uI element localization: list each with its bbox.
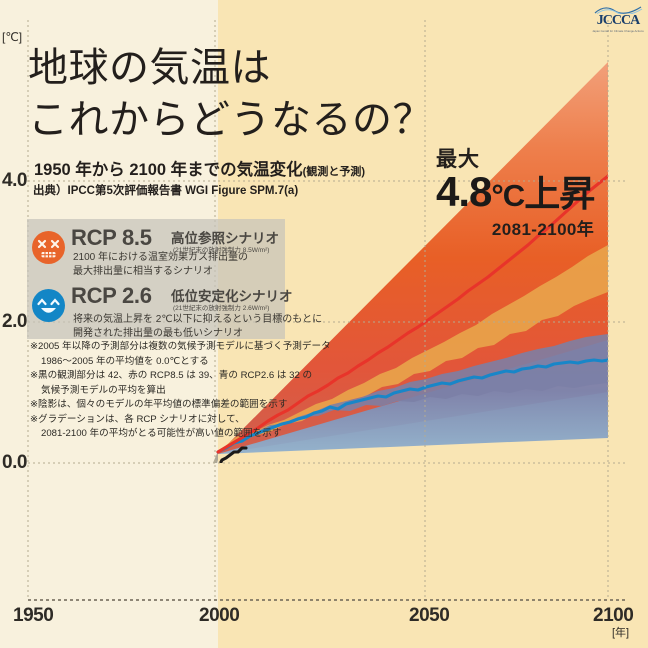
legend-card-rcp26[interactable]: RCP 2.6 低位安定化シナリオ (21世紀末の放射強制力 2.6W/m²) … (27, 277, 322, 339)
logo-swoosh-icon (594, 6, 643, 14)
legend-scenario-rcp26: 低位安定化シナリオ (171, 289, 293, 304)
legend-description-rcp26: 将来の気温上昇を 2℃以下に抑えるという目標のもとに 開発された排出量の最も低い… (73, 313, 322, 340)
rcp85-line (216, 174, 608, 454)
rcp85-stddev-band (218, 245, 608, 452)
callout-rise-label: 上昇 (524, 173, 595, 214)
x-tick-2050: 2050 (409, 605, 450, 626)
y-tick-0: 0.0 (2, 452, 27, 473)
footnote-3: ※黒の観測部分は 42、赤の RCP8.5 は 39、青の RCP2.6 は 3… (30, 370, 313, 382)
chart-source: 出典）IPCC第5次評価報告書 WGI Figure SPM.7(a) (33, 185, 299, 197)
legend-desc-rcp85-line2: 最大排出量に相当するシナリオ (73, 265, 213, 277)
legend-code-rcp26: RCP 2.6 (71, 283, 152, 308)
rcp26-stddev-band (218, 334, 608, 451)
chart-footnotes: ※2005 年以降の予測部分は複数の気候予測モデルに基づく予測データ 1986～… (30, 340, 331, 442)
footnote-1: ※2005 年以降の予測部分は複数の気候予測モデルに基づく予測データ (30, 341, 331, 352)
logo-wordmark: JCCCA (596, 13, 640, 28)
legend-desc-rcp26-line2: 開発された排出量の最も低いシナリオ (73, 327, 243, 339)
logo-subtitle: Japan Center for Climate Change Actions (592, 29, 644, 33)
legend-desc-rcp26-line1: 将来の気温上昇を 2℃以下に抑えるという目標のもとに (73, 314, 323, 325)
legend-card-rcp85[interactable]: RCP 8.5 高位参照シナリオ (21世紀末の放射強制力 8.5W/m²) 2… (27, 219, 285, 277)
chart-subtitle-paren: (観測と予測) (302, 166, 365, 178)
page-title-line2: これからどうなるの？ (28, 98, 433, 142)
chart-subtitle: 1950 年から 2100 年までの気温変化(観測と予測) (34, 156, 365, 180)
page-title-line1: 地球の気温は (28, 46, 271, 90)
callout-value: 4.8 (436, 168, 492, 215)
legend-description-rcp85: 2100 年における温室効果ガス排出量の 最大排出量に相当するシナリオ (73, 251, 248, 278)
y-tick-2: 2.0 (2, 311, 27, 332)
callout-period: 2081-2100年 (491, 219, 595, 239)
callout-keyword: 最大 (436, 148, 480, 171)
legend-scenario-rcp85: 高位参照シナリオ (171, 231, 279, 246)
x-axis-unit-label: [年] (612, 627, 630, 639)
rcp26-line (216, 358, 608, 454)
page-title: 地球の気温は これからどうなるの？ (28, 42, 433, 146)
y-axis-unit-label: [℃] (2, 30, 23, 44)
footnote-4: 気候予測モデルの平均を算出 (41, 384, 166, 396)
rcp85-gradient-cone (218, 62, 608, 454)
callout-degree-unit: °C (491, 178, 525, 213)
footnote-5: ※陰影は、個々のモデルの年平均値の標準偏差の範囲を示す (30, 399, 288, 411)
observed-line (218, 446, 248, 463)
x-tick-2100: 2100 (593, 605, 634, 626)
legend-desc-rcp85-line1: 2100 年における温室効果ガス排出量の (73, 252, 249, 263)
x-tick-2000: 2000 (199, 605, 240, 626)
x-tick-1950: 1950 (13, 605, 54, 626)
jccca-logo[interactable]: JCCCA Japan Center for Climate Change Ac… (592, 5, 644, 33)
footnote-2: 1986～2005 年の平均値を 0.0℃とする (41, 355, 209, 367)
smiling-face-icon (32, 289, 65, 322)
max-increase-callout: 最大 4.8°C上昇 2081-2100年 (436, 143, 595, 240)
legend-forcing-rcp26: (21世紀末の放射強制力 2.6W/m²) (173, 305, 270, 312)
legend-forcing-rcp85: (21世紀末の放射強制力 8.5W/m²) (173, 247, 270, 254)
callout-value-group: 4.8°C上昇 (436, 168, 595, 215)
footnote-7: 2081-2100 年の平均がとる可能性が高い値の範囲を示す (41, 428, 282, 440)
chart-subtitle-main: 1950 年から 2100 年までの気温変化 (34, 161, 303, 179)
footnote-6: ※グラデーションは、各 RCP シナリオに対して、 (30, 413, 245, 425)
legend-code-rcp85: RCP 8.5 (71, 225, 152, 250)
y-tick-4: 4.0 (2, 170, 27, 191)
observed-stddev-band (212, 451, 218, 463)
angry-face-icon (32, 231, 65, 264)
